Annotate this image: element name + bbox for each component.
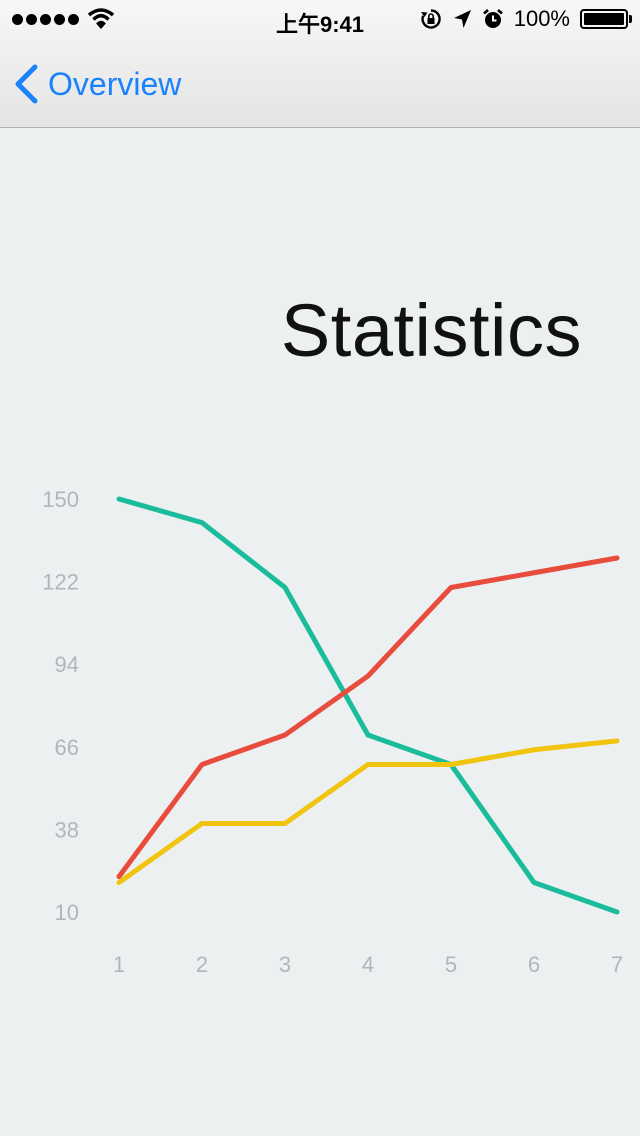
back-button-label: Overview xyxy=(48,65,182,102)
status-bar: 上午9:41 100% xyxy=(0,0,640,40)
back-button[interactable]: Overview xyxy=(14,62,181,106)
y-tick-label: 94 xyxy=(55,652,79,677)
wifi-icon xyxy=(88,8,114,29)
signal-dots-icon xyxy=(12,14,79,25)
chevron-left-icon xyxy=(15,64,38,104)
y-tick-label: 150 xyxy=(42,487,79,512)
navigation-bar: Overview xyxy=(0,40,640,128)
y-tick-label: 10 xyxy=(55,900,79,925)
y-tick-label: 122 xyxy=(42,570,79,595)
location-arrow-icon xyxy=(453,10,471,28)
status-right-group: 100% xyxy=(420,6,632,32)
x-tick-label: 4 xyxy=(362,952,374,977)
battery-percent: 100% xyxy=(513,6,570,31)
x-tick-label: 6 xyxy=(528,952,540,977)
x-tick-label: 1 xyxy=(113,952,125,977)
x-tick-label: 5 xyxy=(445,952,457,977)
battery-icon xyxy=(580,9,632,29)
x-tick-label: 3 xyxy=(279,952,291,977)
status-time: 上午9:41 xyxy=(275,12,365,37)
y-tick-label: 66 xyxy=(55,735,79,760)
y-tick-label: 38 xyxy=(55,817,79,842)
page-title: Statistics xyxy=(280,289,582,372)
alarm-clock-icon xyxy=(482,9,503,28)
series-line-2 xyxy=(116,555,620,880)
series-line-1 xyxy=(116,496,620,915)
x-tick-label: 7 xyxy=(611,952,623,977)
x-tick-label: 2 xyxy=(196,952,208,977)
top-bar: 上午9:41 100% xyxy=(0,0,640,128)
line-chart: 150 122 94 66 38 10 1 2 3 4 5 6 7 xyxy=(42,487,623,977)
rotation-lock-icon xyxy=(420,9,441,29)
series-line-3 xyxy=(116,738,620,885)
